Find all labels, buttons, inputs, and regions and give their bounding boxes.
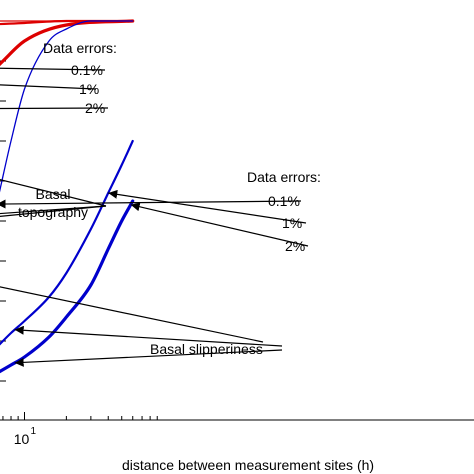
arrow-basal-topography-1	[0, 205, 107, 215]
annotation-blue-1: 1%	[282, 215, 302, 231]
x-tick-labels: 10−1100101	[14, 426, 37, 447]
annotation-blue-2: 2%	[285, 238, 305, 254]
annotation-basal-slip: Basal slipperiness	[150, 341, 263, 357]
arrow-blue-01	[0, 199, 302, 209]
series-line-4	[0, 139, 134, 346]
arrow-blue-2	[130, 202, 309, 247]
x-axis-label: distance between measurement sites (h)	[122, 457, 374, 473]
annotation-basal-topography: Basal topography	[18, 186, 88, 220]
series-lines	[0, 19, 135, 374]
series-line-2	[0, 19, 135, 67]
x-tick-label: 10 1	[14, 426, 37, 447]
series-line-5	[0, 199, 135, 374]
axis-ticks	[0, 20, 158, 420]
annotations: Data errors:0.1%1%2%Basal topographyData …	[0, 40, 321, 367]
arrow-basal-slip-2	[14, 349, 283, 367]
series-line-3	[0, 20, 134, 193]
arrow-basal-topography-2	[0, 205, 107, 217]
annotation-line: Basal	[35, 186, 70, 202]
annotation-red-data-errors: Data errors:	[43, 40, 117, 56]
arrow-basal-slip-0	[0, 286, 264, 343]
arrow-red-1	[0, 84, 97, 90]
arrow-basal-slip-1	[14, 325, 283, 347]
arrow-red-2	[0, 107, 109, 110]
arrow-red-01	[0, 67, 106, 71]
arrow-basal-topography-0	[0, 179, 107, 207]
annotation-blue-data-errors: Data errors:	[247, 169, 321, 185]
arrow-blue-1	[108, 189, 307, 224]
x-tick-base: 10	[14, 431, 30, 447]
x-tick-exponent: 1	[31, 426, 37, 437]
